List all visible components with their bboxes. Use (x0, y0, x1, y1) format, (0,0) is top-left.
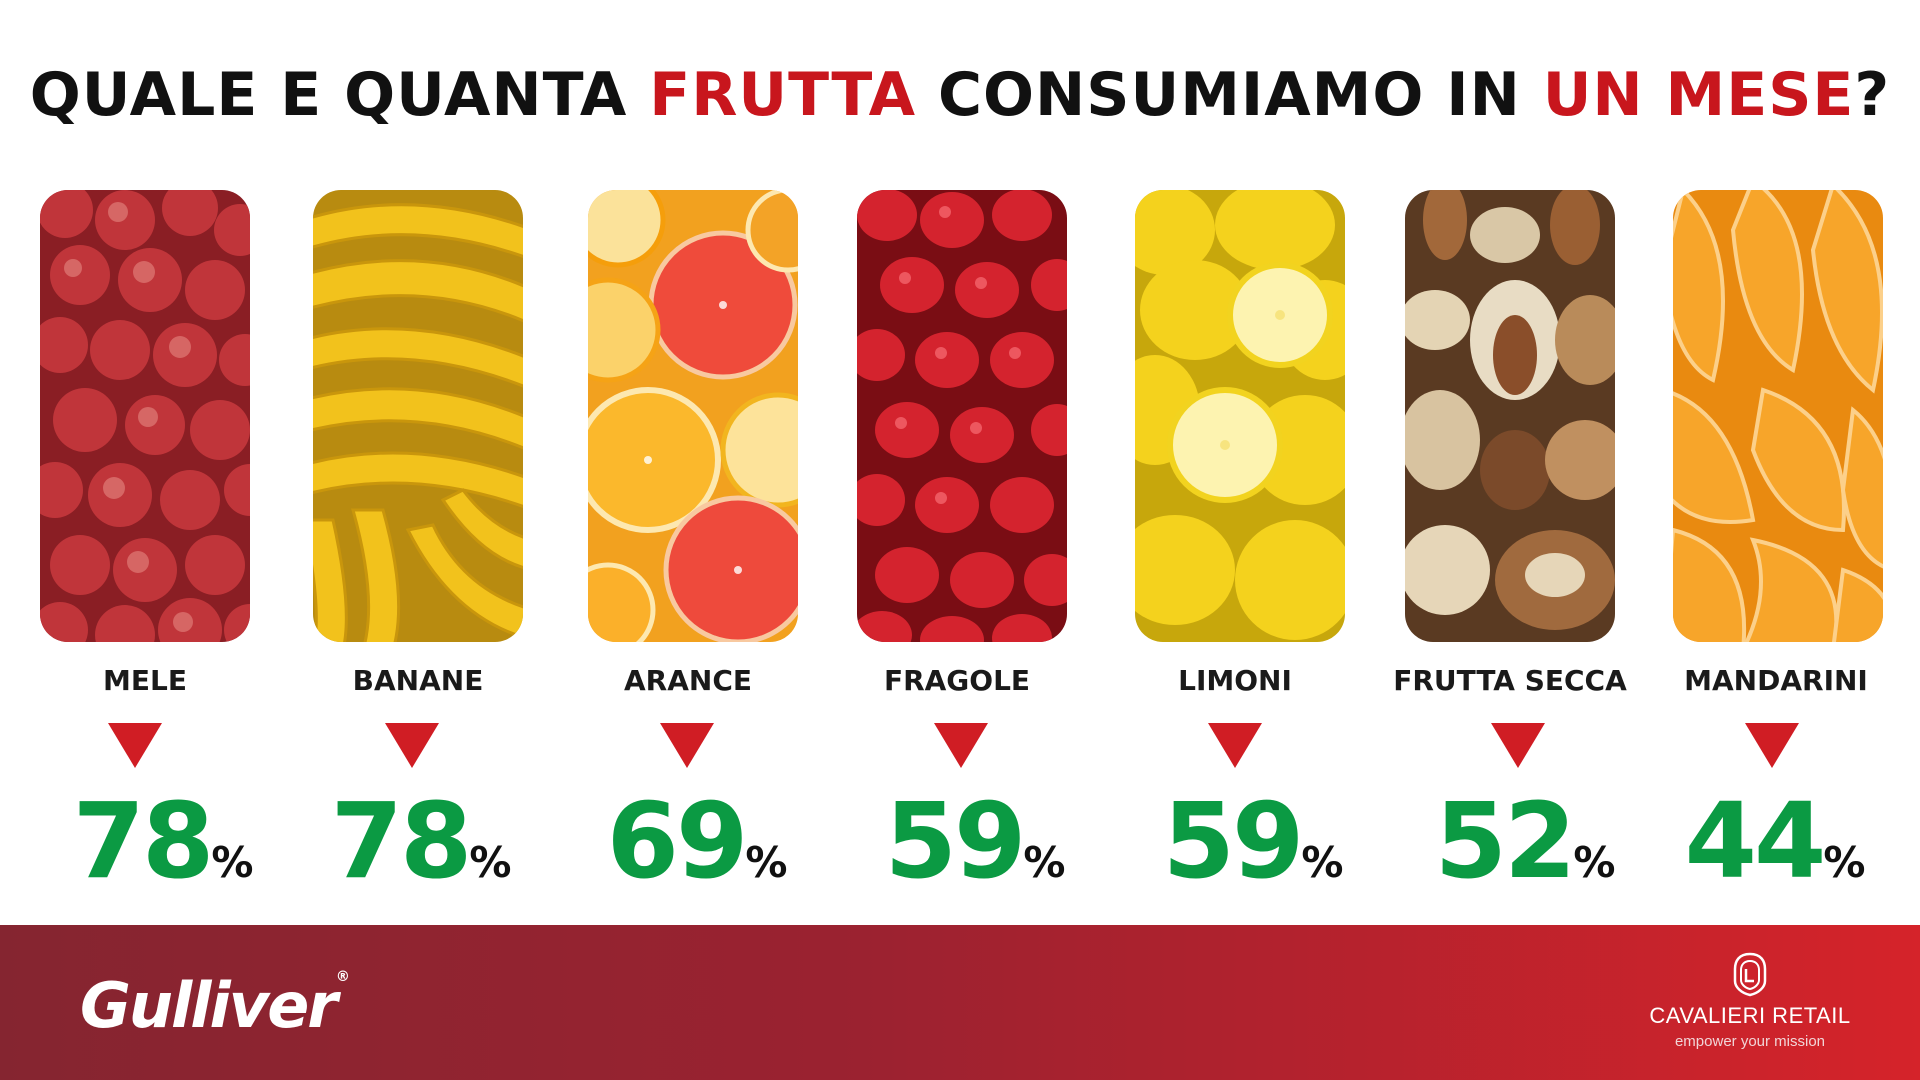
percentage-limoni: 59% (1118, 780, 1388, 902)
percent-sign: % (1023, 838, 1066, 887)
title-text-2: CONSUMIAMO IN (916, 60, 1543, 130)
cavalieri-retail-tagline: empower your mission (1674, 1033, 1826, 1050)
lemons-image (1135, 190, 1345, 642)
fruit-label-mandarini: MANDARINI (1684, 664, 1868, 697)
percentage-value: 59 (884, 780, 1027, 902)
fruit-label-limoni: LIMONI (1178, 664, 1292, 697)
fruit-label-frutta-secca: FRUTTA SECCA (1393, 664, 1627, 697)
title-text-3: ? (1854, 60, 1891, 130)
nuts-image (1405, 190, 1615, 642)
percentage-mele: 78% (28, 780, 298, 902)
percent-sign: % (211, 838, 254, 887)
down-arrow-icon (1208, 723, 1262, 768)
percent-sign: % (1301, 838, 1344, 887)
percentage-value: 44 (1684, 780, 1827, 902)
percentage-mandarini: 44% (1640, 780, 1910, 902)
footer-band: Gulliver® CAVALIERI RETAIL empower your … (0, 925, 1920, 1080)
cavalieri-shield-icon (1733, 952, 1767, 997)
percentage-banane: 78% (286, 780, 556, 902)
percent-sign: % (1573, 838, 1616, 887)
down-arrow-icon (660, 723, 714, 768)
title-highlight-frutta: FRUTTA (649, 60, 917, 130)
down-arrow-icon (1745, 723, 1799, 768)
title-text-1: QUALE E QUANTA (29, 60, 650, 130)
gulliver-logo-text: Gulliver (80, 969, 338, 1042)
oranges-image (588, 190, 798, 642)
percentage-arance: 69% (562, 780, 832, 902)
percentage-value: 78 (330, 780, 473, 902)
fruit-label-banane: BANANE (352, 664, 484, 697)
mandarins-image (1673, 190, 1883, 642)
apples-image (40, 190, 250, 642)
strawberries-image (857, 190, 1067, 642)
percent-sign: % (1823, 838, 1866, 887)
fruit-label-arance: ARANCE (623, 664, 752, 697)
fruit-label-fragole: FRAGOLE (883, 664, 1031, 697)
percentage-value: 69 (606, 780, 749, 902)
down-arrow-icon (108, 723, 162, 768)
percentage-fragole: 59% (840, 780, 1110, 902)
gulliver-logo: Gulliver® (80, 969, 350, 1042)
cavalieri-retail-name: CAVALIERI RETAIL (1649, 1003, 1851, 1028)
percentage-frutta-secca: 52% (1390, 780, 1660, 902)
down-arrow-icon (934, 723, 988, 768)
percent-sign: % (469, 838, 512, 887)
title-highlight-un-mese: UN MESE (1542, 60, 1855, 130)
down-arrow-icon (385, 723, 439, 768)
fruit-label-mele: MELE (103, 664, 187, 697)
page-title: QUALE E QUANTA FRUTTA CONSUMIAMO IN UN M… (0, 60, 1920, 130)
down-arrow-icon (1491, 723, 1545, 768)
percentage-value: 59 (1162, 780, 1305, 902)
percentage-value: 52 (1434, 780, 1577, 902)
percentage-value: 78 (72, 780, 215, 902)
percent-sign: % (745, 838, 788, 887)
bananas-image (313, 190, 523, 642)
